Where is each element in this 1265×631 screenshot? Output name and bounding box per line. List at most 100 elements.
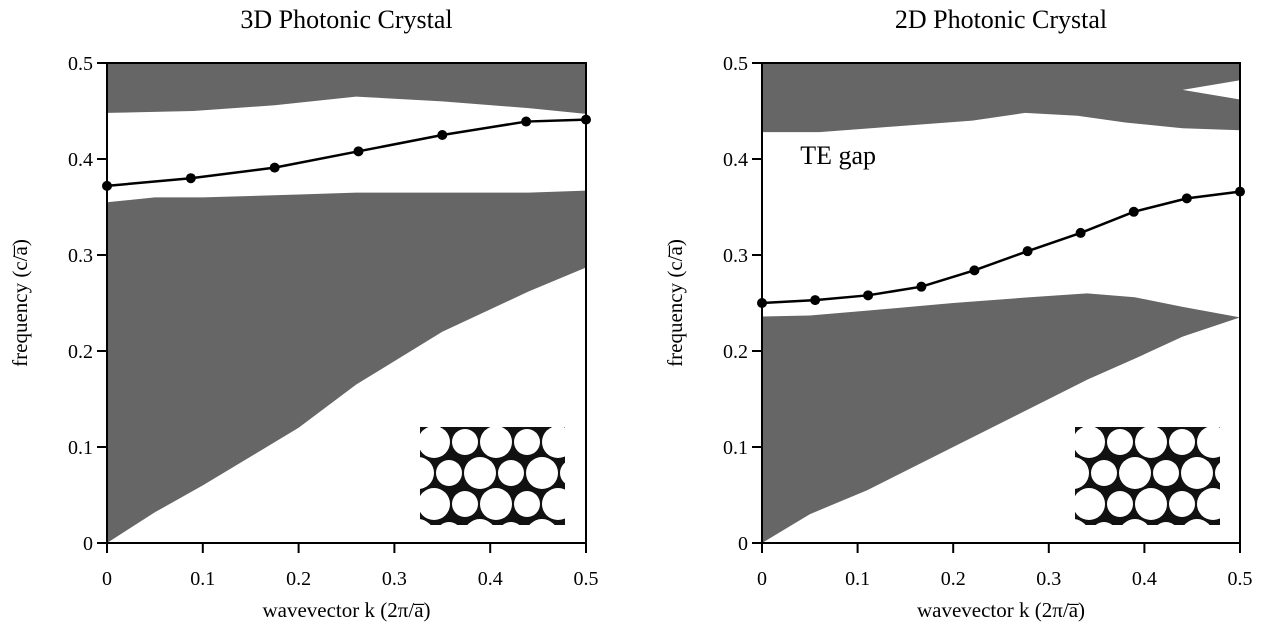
band-area bbox=[107, 63, 586, 114]
y-tick-label: 0.1 bbox=[68, 437, 93, 459]
inset-hole bbox=[1075, 427, 1105, 458]
y-tick-label: 0 bbox=[738, 533, 748, 555]
data-point bbox=[1022, 246, 1033, 257]
x-tick-label: 0.1 bbox=[190, 568, 215, 590]
inset-hole bbox=[420, 519, 431, 525]
inset-hole bbox=[1215, 462, 1220, 484]
dispersion-line bbox=[761, 190, 1241, 305]
inset-circles bbox=[1045, 427, 1265, 551]
inset-lattice bbox=[1045, 427, 1265, 551]
y-tick-label: 0 bbox=[83, 533, 93, 555]
x-tick-label: 0.5 bbox=[1228, 568, 1253, 590]
inset-hole bbox=[1231, 429, 1257, 455]
inset-hole bbox=[420, 457, 434, 489]
data-point bbox=[521, 116, 532, 127]
inset-hole bbox=[542, 427, 565, 458]
inset-hole bbox=[514, 429, 540, 455]
data-point bbox=[353, 146, 364, 157]
x-tick-label: 0.5 bbox=[574, 568, 599, 590]
inset-hole bbox=[526, 457, 558, 489]
inset-hole bbox=[1107, 491, 1133, 517]
inset-lattice bbox=[390, 427, 620, 551]
inset-hole bbox=[1045, 429, 1071, 455]
inset-circles bbox=[390, 427, 620, 551]
inset-hole bbox=[390, 491, 416, 517]
inset-hole bbox=[480, 488, 512, 520]
dispersion-line bbox=[106, 118, 587, 188]
inset-hole bbox=[588, 519, 620, 551]
inset-hole bbox=[560, 462, 565, 484]
y-axis-label: frequency (c/a̅) bbox=[8, 239, 32, 367]
x-tick-label: 0.2 bbox=[286, 568, 311, 590]
data-point bbox=[969, 265, 980, 276]
data-point bbox=[1181, 193, 1192, 204]
y-axis-label: frequency (c/a̅) bbox=[663, 239, 687, 367]
inset-hole bbox=[1184, 519, 1210, 525]
inset-hole bbox=[502, 522, 520, 525]
inset-hole bbox=[1075, 488, 1105, 520]
plot-frame bbox=[106, 62, 587, 544]
y-tick-label: 0.3 bbox=[68, 245, 93, 267]
inset-hole bbox=[390, 429, 416, 455]
band-area bbox=[107, 190, 586, 543]
inset-hole bbox=[1122, 519, 1148, 525]
data-point bbox=[810, 295, 821, 306]
x-tick-label: 0.2 bbox=[941, 568, 966, 590]
inset-hole bbox=[529, 519, 555, 525]
band-area bbox=[762, 293, 1240, 543]
data-point bbox=[437, 130, 448, 140]
inset-hole bbox=[464, 457, 496, 489]
data-point bbox=[863, 290, 874, 301]
y-tick-label: 0.4 bbox=[723, 149, 748, 171]
inset-hole bbox=[1197, 488, 1220, 520]
x-tick-label: 0.1 bbox=[845, 568, 870, 590]
data-point bbox=[1075, 227, 1086, 238]
inset-hole bbox=[1243, 519, 1265, 551]
inset-hole bbox=[1119, 457, 1151, 489]
inset-hole bbox=[1075, 457, 1089, 489]
inset-hole bbox=[452, 491, 478, 517]
inset-hole bbox=[498, 460, 524, 486]
inset-hole bbox=[1243, 457, 1265, 489]
inset-hole bbox=[542, 488, 565, 520]
inset-hole bbox=[420, 427, 450, 458]
inset-hole bbox=[1169, 491, 1195, 517]
inset-hole bbox=[436, 460, 462, 486]
inset-hole bbox=[440, 522, 458, 525]
annotation: TE gap bbox=[800, 141, 876, 170]
y-tick-label: 0.2 bbox=[68, 341, 93, 363]
chart-title: 3D Photonic Crystal bbox=[240, 5, 452, 34]
x-tick-label: 0.3 bbox=[382, 568, 407, 590]
inset-hole bbox=[1135, 427, 1167, 458]
inset-hole bbox=[1135, 488, 1167, 520]
inset-hole bbox=[1231, 491, 1257, 517]
y-tick-label: 0.4 bbox=[68, 149, 93, 171]
inset-hole bbox=[564, 524, 565, 525]
data-point bbox=[185, 173, 196, 184]
x-axis-label: wavevector k (2π/a̅) bbox=[917, 598, 1085, 622]
plot-frame bbox=[761, 62, 1241, 544]
band-area bbox=[762, 63, 1240, 133]
inset-hole bbox=[576, 491, 602, 517]
x-axis-label: wavevector k (2π/a̅) bbox=[262, 598, 430, 622]
inset-hole bbox=[514, 491, 540, 517]
inset-hole bbox=[480, 427, 512, 458]
inset-hole bbox=[467, 519, 493, 525]
y-tick-label: 0.5 bbox=[68, 53, 93, 75]
inset-hole bbox=[1095, 522, 1113, 525]
data-point bbox=[269, 162, 280, 173]
data-point bbox=[1128, 206, 1139, 217]
inset-hole bbox=[452, 429, 478, 455]
inset-hole bbox=[588, 457, 620, 489]
inset-hole bbox=[1153, 460, 1179, 486]
inset-hole bbox=[1157, 522, 1175, 525]
inset-hole bbox=[1181, 457, 1213, 489]
data-point bbox=[916, 281, 927, 292]
inset-hole bbox=[1169, 429, 1195, 455]
band-area bbox=[1182, 80, 1240, 100]
x-tick-label: 0.4 bbox=[478, 568, 503, 590]
x-tick-label: 0 bbox=[102, 568, 112, 590]
inset-hole bbox=[1091, 460, 1117, 486]
inset-hole bbox=[1197, 427, 1220, 458]
